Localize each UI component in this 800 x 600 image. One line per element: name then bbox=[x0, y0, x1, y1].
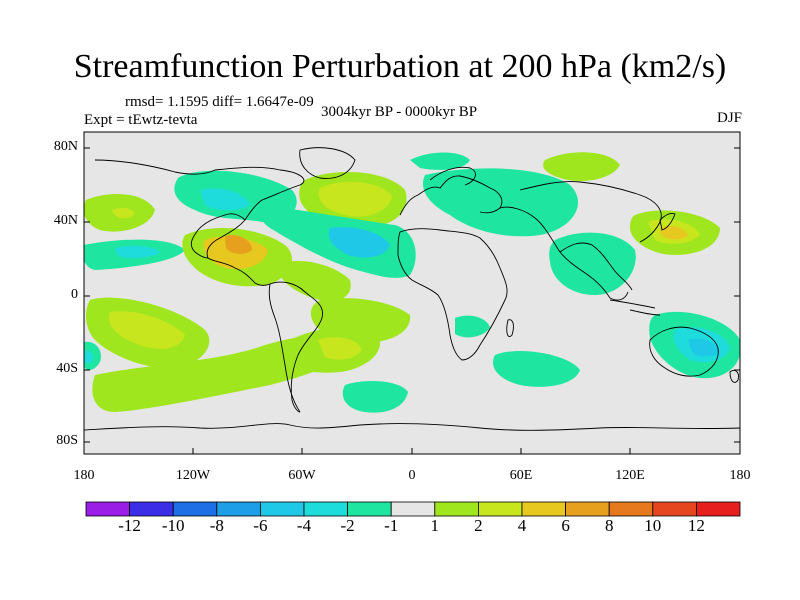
x-label-0: 0 bbox=[408, 468, 416, 483]
y-label-0: 0 bbox=[71, 287, 78, 302]
colorbar-label: 6 bbox=[561, 516, 570, 535]
colorbar-label: -8 bbox=[209, 516, 224, 535]
coastlines bbox=[84, 147, 740, 431]
africa-coast bbox=[397, 228, 508, 361]
season-label: DJF bbox=[716, 110, 742, 126]
x-label-180w: 180 bbox=[73, 468, 95, 483]
colorbar-swatch bbox=[608, 501, 654, 517]
y-label-40n: 40N bbox=[53, 213, 78, 228]
scandinavia-coast bbox=[429, 166, 476, 186]
colorbar-label: 12 bbox=[687, 516, 705, 535]
colorbar bbox=[85, 501, 741, 517]
contour-region bbox=[328, 227, 390, 258]
colorbar-swatch bbox=[216, 501, 261, 517]
contour-region bbox=[455, 315, 490, 338]
asia-coast bbox=[499, 181, 662, 301]
x-label-60w: 60W bbox=[288, 468, 316, 483]
y-label-40s: 40S bbox=[56, 361, 78, 376]
colorbar-label: -2 bbox=[340, 516, 355, 535]
contour-region bbox=[225, 234, 252, 254]
madagascar-coast bbox=[506, 319, 514, 338]
figure-title: Streamfunction Perturbation at 200 hPa (… bbox=[73, 48, 727, 85]
x-label-120w: 120W bbox=[175, 468, 211, 483]
south-america-coast bbox=[268, 281, 323, 413]
contour-region bbox=[318, 181, 392, 217]
colorbar-swatch bbox=[259, 501, 305, 517]
indonesia-coast bbox=[609, 299, 661, 316]
y-label-80s: 80S bbox=[56, 433, 78, 448]
colorbar-label: 8 bbox=[604, 516, 614, 535]
contour-region bbox=[549, 232, 636, 295]
contour-region bbox=[410, 152, 470, 170]
north-america-coast bbox=[94, 159, 305, 286]
contour-region bbox=[279, 260, 351, 302]
colorbar-swatch bbox=[434, 501, 479, 517]
new-zealand-coast bbox=[729, 369, 739, 383]
colorbar-swatch bbox=[303, 501, 348, 517]
contour-region bbox=[688, 338, 720, 357]
x-label-60e: 60E bbox=[509, 468, 533, 483]
colorbar-label: 1 bbox=[430, 516, 440, 535]
colorbar-swatch bbox=[521, 501, 566, 517]
x-label-180e: 180 bbox=[729, 468, 751, 483]
colorbar-label: -10 bbox=[161, 516, 185, 535]
axis-ticks bbox=[83, 147, 741, 454]
contour-region bbox=[112, 207, 135, 219]
colorbar-swatch bbox=[652, 501, 697, 517]
rmsd-diff-stats: rmsd= 1.1595 diff= 1.6647e-09 bbox=[125, 94, 314, 110]
colorbar-swatch bbox=[696, 501, 741, 517]
australia-coast bbox=[649, 326, 719, 377]
colorbar-label: -1 bbox=[384, 516, 399, 535]
colorbar-swatch bbox=[390, 501, 436, 517]
colorbar-label: -6 bbox=[253, 516, 268, 535]
contour-region bbox=[492, 350, 580, 387]
colorbar-label: 2 bbox=[474, 516, 483, 535]
colorbar-swatch bbox=[347, 501, 392, 517]
antarctica-coast bbox=[84, 423, 740, 431]
experiment-label: Expt = tEwtz-tevta bbox=[84, 112, 198, 128]
colorbar-label: 10 bbox=[644, 516, 662, 535]
colorbar-swatch bbox=[477, 501, 523, 517]
colorbar-swatch bbox=[129, 501, 174, 517]
contour-region bbox=[543, 152, 620, 182]
colorbar-swatch bbox=[565, 501, 610, 517]
colorbar-label: -4 bbox=[296, 516, 312, 535]
period-label: 3004kyr BP - 0000kyr BP bbox=[321, 104, 478, 120]
contour-region bbox=[115, 245, 160, 259]
contour-region bbox=[84, 350, 93, 364]
japan-coast bbox=[659, 212, 676, 231]
contour-region bbox=[342, 380, 408, 413]
colorbar-label: 4 bbox=[517, 516, 527, 535]
x-label-120e: 120E bbox=[615, 468, 645, 483]
contour-region bbox=[200, 188, 250, 211]
colorbar-swatch bbox=[172, 501, 218, 517]
greenland-coast bbox=[299, 147, 356, 179]
contour-region bbox=[108, 311, 185, 349]
contour-region bbox=[318, 337, 362, 360]
colorbar-label: -12 bbox=[118, 516, 141, 535]
colorbar-swatch bbox=[85, 501, 130, 517]
contour-region bbox=[660, 225, 688, 240]
y-label-80n: 80N bbox=[53, 139, 78, 154]
